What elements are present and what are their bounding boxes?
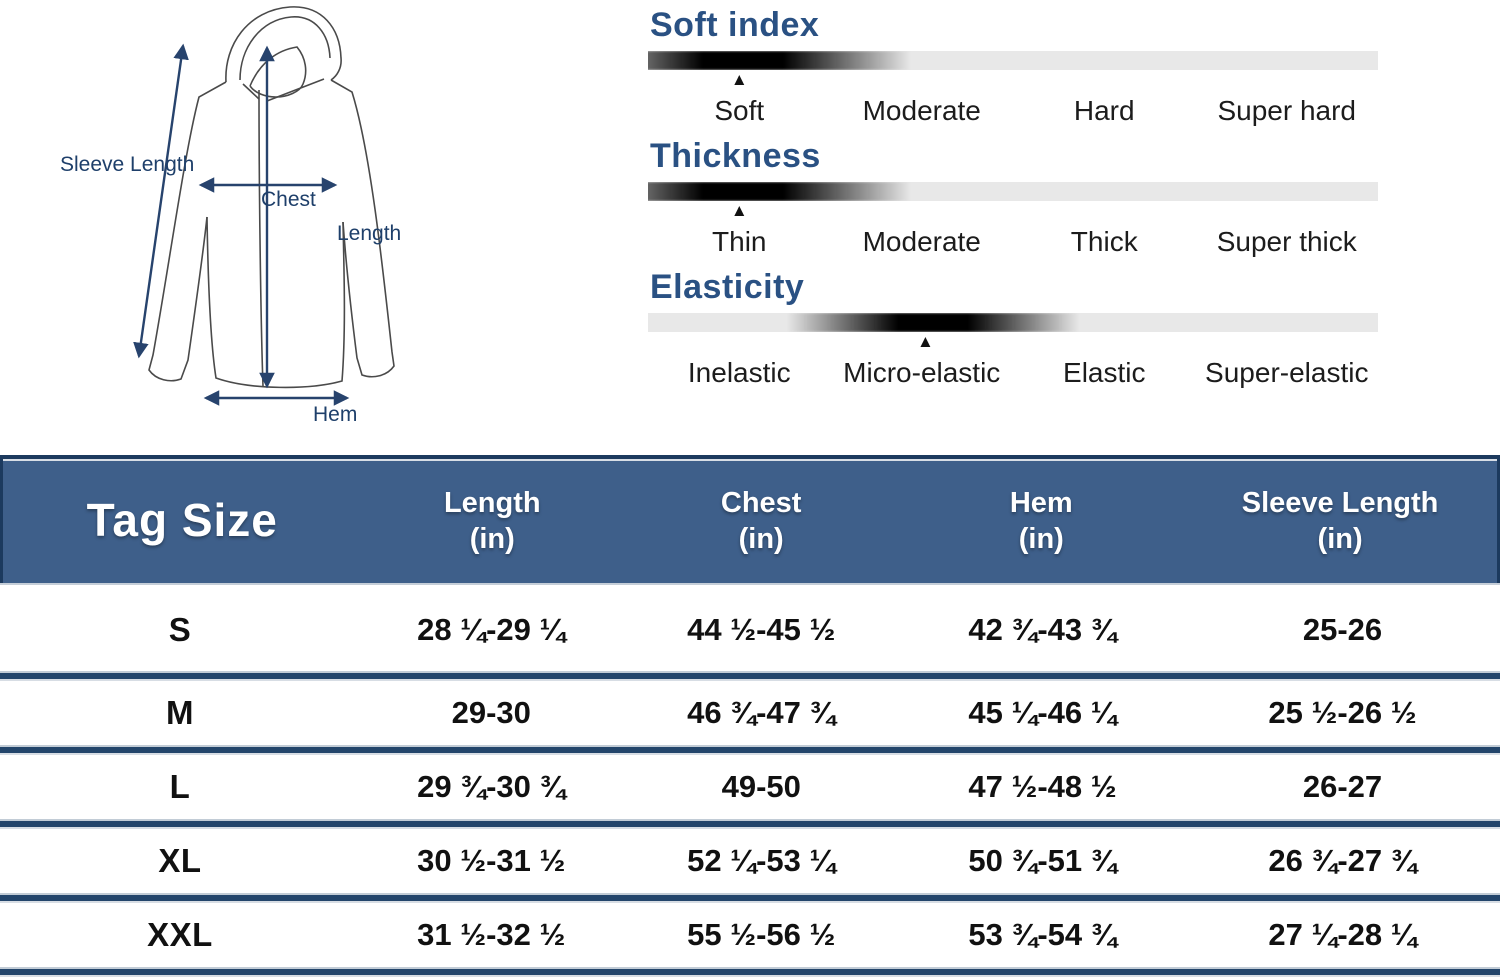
index-gradient-blob bbox=[648, 51, 911, 70]
table-row: XL 30 ½-31 ½ 52 ¼-53 ¼ 50 ¾-51 ¾ 26 ¾-27 ¾ bbox=[0, 829, 1500, 893]
column-header-length: Length (in) bbox=[443, 486, 541, 555]
row-separator bbox=[0, 893, 1500, 903]
table-row: S 28 ¼-29 ¼ 44 ½-45 ½ 42 ¾-43 ¾ 25-26 bbox=[0, 583, 1500, 671]
chest-label: Chest bbox=[261, 188, 316, 211]
cell-size: XL bbox=[158, 842, 202, 879]
cell-hem: 53 ¾-54 ¾ bbox=[968, 917, 1117, 952]
cell-sleeve: 25 ½-26 ½ bbox=[1268, 695, 1417, 730]
fabric-indices-panel: Soft index ▲ Soft Moderate Hard Super ha… bbox=[648, 0, 1378, 455]
index-scale-labels: Soft Moderate Hard Super hard bbox=[648, 95, 1378, 127]
cell-chest: 49-50 bbox=[721, 769, 801, 804]
index-section-soft: Soft index ▲ Soft Moderate Hard Super ha… bbox=[648, 6, 1378, 127]
index-title: Soft index bbox=[650, 6, 820, 44]
index-scale-label: Soft bbox=[714, 95, 765, 126]
index-scale-label: Thin bbox=[712, 226, 767, 257]
cell-chest: 44 ½-45 ½ bbox=[687, 612, 836, 647]
column-header-hem: Hem (in) bbox=[1009, 486, 1073, 555]
sleeve-length-arrow bbox=[133, 43, 189, 359]
row-separator bbox=[0, 745, 1500, 755]
index-scale-label: Moderate bbox=[862, 226, 981, 257]
index-gradient-blob bbox=[648, 182, 911, 201]
index-gradient-bar bbox=[648, 313, 1378, 332]
cell-length: 28 ¼-29 ¼ bbox=[417, 612, 566, 647]
index-scale-label: Moderate bbox=[862, 95, 981, 126]
length-label: Length bbox=[337, 222, 401, 245]
cell-length: 30 ½-31 ½ bbox=[417, 843, 566, 878]
row-separator bbox=[0, 819, 1500, 829]
table-row: M 29-30 46 ¾-47 ¾ 45 ¼-46 ¼ 25 ½-26 ½ bbox=[0, 681, 1500, 745]
cell-sleeve: 26-27 bbox=[1302, 769, 1383, 804]
cell-hem: 47 ½-48 ½ bbox=[968, 769, 1117, 804]
measurement-arrows bbox=[133, 43, 350, 406]
table-row: XXL 31 ½-32 ½ 55 ½-56 ½ 53 ¾-54 ¾ 27 ¼-28 ¼ bbox=[0, 903, 1500, 967]
jacket-diagram-svg: Sleeve Length Chest Length Hem bbox=[60, 6, 401, 426]
hem-label: Hem bbox=[313, 403, 357, 426]
index-scale-label: Super-elastic bbox=[1205, 357, 1369, 388]
cell-sleeve: 26 ¾-27 ¾ bbox=[1268, 843, 1417, 878]
index-scale-label: Super thick bbox=[1216, 226, 1357, 257]
cell-length: 31 ½-32 ½ bbox=[417, 917, 566, 952]
row-separator bbox=[0, 671, 1500, 681]
cell-size: M bbox=[166, 694, 194, 731]
cell-size: L bbox=[169, 768, 191, 805]
cell-size: S bbox=[168, 611, 192, 648]
cell-hem: 50 ¾-51 ¾ bbox=[968, 843, 1117, 878]
index-gradient-bar bbox=[648, 51, 1378, 70]
index-scale-label: Elastic bbox=[1063, 357, 1146, 388]
index-marker-row: ▲ bbox=[648, 70, 1378, 95]
index-marker-row: ▲ bbox=[648, 332, 1378, 357]
index-title: Thickness bbox=[650, 137, 821, 175]
index-scale-labels: Thin Moderate Thick Super thick bbox=[648, 226, 1378, 258]
index-scale-label: Super hard bbox=[1217, 95, 1357, 126]
table-row: L 29 ¾-30 ¾ 49-50 47 ½-48 ½ 26-27 bbox=[0, 755, 1500, 819]
index-gradient-blob bbox=[786, 313, 1079, 332]
cell-length: 29 ¾-30 ¾ bbox=[417, 769, 566, 804]
index-marker-row: ▲ bbox=[648, 201, 1378, 226]
index-scale-labels: Inelastic Micro-elastic Elastic Super-el… bbox=[648, 357, 1378, 389]
cell-hem: 45 ¼-46 ¼ bbox=[968, 695, 1117, 730]
index-marker-arrow: ▲ bbox=[916, 332, 934, 351]
row-separator bbox=[0, 967, 1500, 977]
index-marker-arrow: ▲ bbox=[730, 201, 748, 220]
cell-length: 29-30 bbox=[451, 695, 531, 730]
index-scale-label: Micro-elastic bbox=[843, 357, 1001, 388]
index-section-thickness: Thickness ▲ Thin Moderate Thick Super th… bbox=[648, 137, 1378, 258]
top-section: Sleeve Length Chest Length Hem Soft inde… bbox=[0, 0, 1500, 455]
cell-sleeve: 27 ¼-28 ¼ bbox=[1268, 917, 1417, 952]
sleeve-length-label: Sleeve Length bbox=[60, 153, 194, 176]
index-scale-label: Thick bbox=[1070, 226, 1138, 257]
column-header-chest: Chest (in) bbox=[720, 486, 802, 555]
column-header-sleeve-length: Sleeve Length (in) bbox=[1241, 486, 1439, 555]
cell-hem: 42 ¾-43 ¾ bbox=[968, 612, 1117, 647]
column-header-tag-size: Tag Size bbox=[86, 494, 278, 547]
index-marker-arrow: ▲ bbox=[730, 70, 748, 89]
index-title: Elasticity bbox=[650, 268, 805, 306]
cell-sleeve: 25-26 bbox=[1302, 612, 1383, 647]
index-scale-label: Inelastic bbox=[687, 357, 791, 388]
size-chart-table: Tag Size Length (in) Chest (in) Hem (in)… bbox=[0, 455, 1500, 979]
table-header-row: Tag Size Length (in) Chest (in) Hem (in)… bbox=[0, 455, 1500, 583]
cell-size: XXL bbox=[147, 916, 213, 953]
cell-chest: 55 ½-56 ½ bbox=[687, 917, 836, 952]
index-section-elasticity: Elasticity ▲ Inelastic Micro-elastic Ela… bbox=[648, 268, 1378, 389]
cell-chest: 52 ¼-53 ¼ bbox=[687, 843, 836, 878]
cell-chest: 46 ¾-47 ¾ bbox=[687, 695, 836, 730]
table-body: S 28 ¼-29 ¼ 44 ½-45 ½ 42 ¾-43 ¾ 25-26 M 29-30 4… bbox=[0, 583, 1500, 979]
jacket-measurement-diagram: Sleeve Length Chest Length Hem bbox=[0, 0, 640, 455]
index-gradient-bar bbox=[648, 182, 1378, 201]
index-scale-label: Hard bbox=[1073, 95, 1135, 126]
